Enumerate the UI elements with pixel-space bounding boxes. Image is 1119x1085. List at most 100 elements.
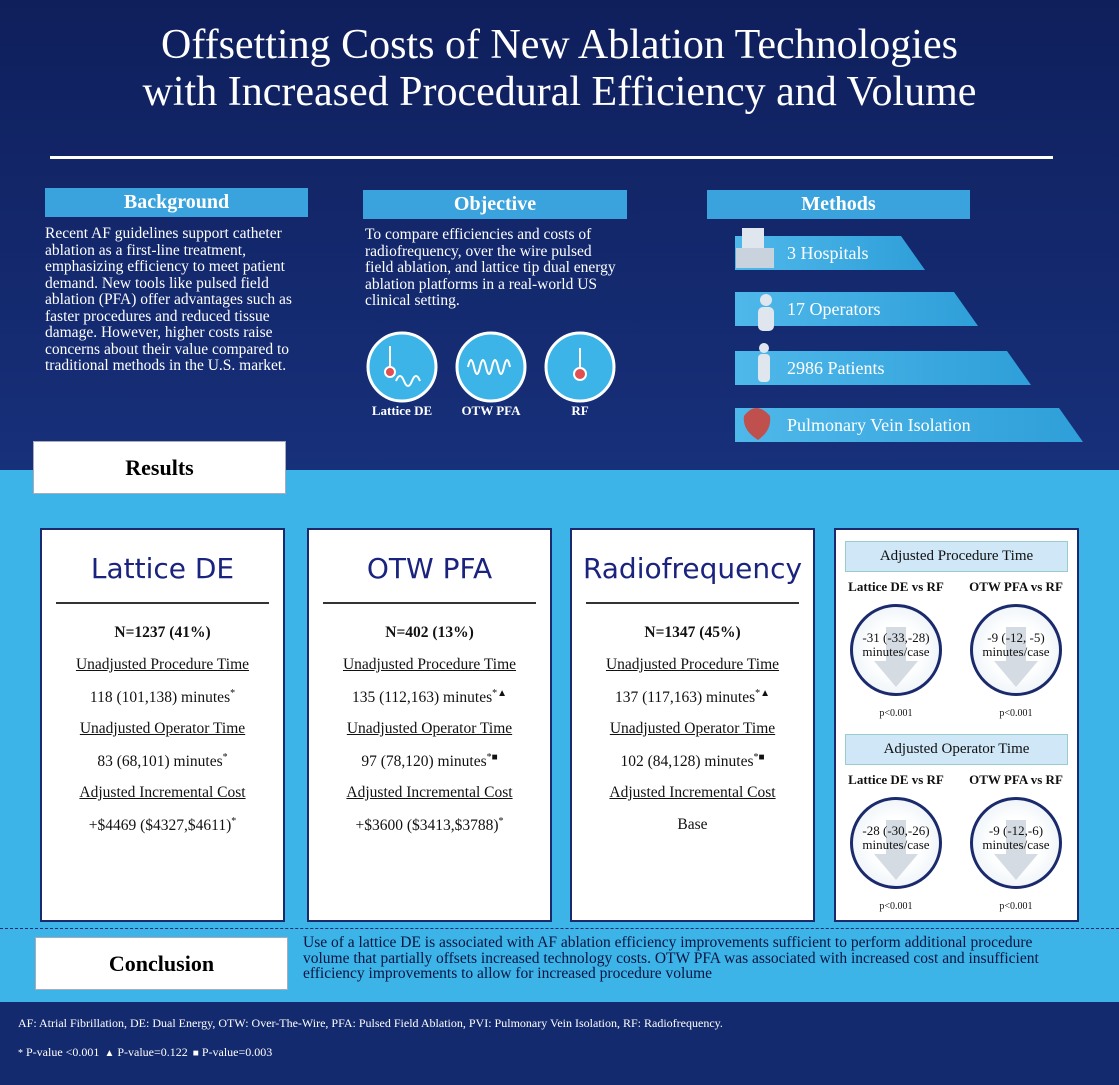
icon-label: Lattice DE <box>371 403 433 418</box>
card-rule <box>323 602 536 604</box>
value: +$3600 ($3413,$3788) <box>355 817 499 835</box>
icons <box>366 331 616 403</box>
row-value: +$4469 ($4327,$4611)* <box>42 816 283 835</box>
comparison-value: -31 (-33,-28) <box>862 630 930 645</box>
rule <box>50 156 1053 159</box>
row-value: 137 (117,163) minutes*▲ <box>572 688 813 707</box>
row-value: 135 (112,163) minutes*▲ <box>309 688 550 707</box>
title-line: Offsetting Costs of New Ablation Technol… <box>161 22 958 68</box>
row-label: Unadjusted Operator Time <box>346 720 513 737</box>
value: 137 (117,163) minutes <box>614 689 756 707</box>
card-title: Lattice DE <box>90 552 235 585</box>
card-rule <box>56 602 269 604</box>
objective-text: To compare efficiencies and costs of rad… <box>365 226 616 309</box>
pvalue-text: P-value=0.122 <box>117 1045 188 1059</box>
p-value: p<0.001 <box>879 901 913 912</box>
comparison-unit: minutes/case <box>862 837 930 852</box>
pvalue-text: P-value <0.001 <box>26 1045 100 1059</box>
value: 102 (84,128) minutes <box>620 753 754 771</box>
section-heading: Conclusion <box>35 937 288 990</box>
significance-mark: * <box>231 816 237 827</box>
comparison-unit: minutes/case <box>862 644 930 659</box>
row-label: Unadjusted Procedure Time <box>605 656 780 673</box>
background-text: Recent AF guidelines support catheter ab… <box>45 225 292 374</box>
method-item: 17 Operators <box>735 292 978 326</box>
comparison-value: -28 (-30,-26) <box>862 823 930 838</box>
significance-mark: *■ <box>753 752 765 763</box>
card-n: N=1347 (45%) <box>644 624 741 641</box>
adjusted-title: Adjusted Operator Time <box>845 734 1068 765</box>
row-label: Adjusted Incremental Cost <box>346 784 513 801</box>
p-value: p<0.001 <box>879 708 913 719</box>
pvalue-symbol: * <box>18 1048 23 1059</box>
row-label: Unadjusted Operator Time <box>79 720 246 737</box>
row-value: 83 (68,101) minutes* <box>42 752 283 771</box>
row-value: Base <box>572 816 813 834</box>
row-value: 102 (84,128) minutes*■ <box>572 752 813 771</box>
row-label: Unadjusted Procedure Time <box>342 656 517 673</box>
row-label: Adjusted Incremental Cost <box>609 784 776 801</box>
row-label: Unadjusted Operator Time <box>609 720 776 737</box>
value: Base <box>677 816 708 833</box>
row-label: Unadjusted Procedure Time <box>75 656 250 673</box>
significance-mark: * <box>498 816 504 827</box>
footer-bg <box>0 1002 1119 1085</box>
down-arrow <box>874 627 918 687</box>
adjusted-title: Adjusted Procedure Time <box>845 541 1068 572</box>
section-heading: Results <box>33 441 286 494</box>
card-title: Radiofrequency <box>582 552 803 585</box>
comparison-label: OTW PFA vs RF <box>969 579 1063 594</box>
value: 135 (112,163) minutes <box>351 689 493 707</box>
divider <box>0 928 1119 929</box>
down-arrow <box>994 820 1038 880</box>
value: +$4469 ($4327,$4611) <box>88 817 232 835</box>
result-card: OTW PFA N=402 (13%) Unadjusted Procedure T… <box>307 528 552 922</box>
comparison-label: Lattice DE vs RF <box>848 579 944 594</box>
pvalue-symbol: ▲ <box>104 1048 115 1059</box>
row-value: 118 (101,138) minutes* <box>42 688 283 707</box>
comparison-label: OTW PFA vs RF <box>969 772 1063 787</box>
section-heading: Objective <box>363 190 627 219</box>
result-circle: -9 (-12, -5) minutes/case <box>970 604 1062 696</box>
row-label: Adjusted Incremental Cost <box>79 784 246 801</box>
abbreviations: AF: Atrial Fibrillation, DE: Dual Energy… <box>18 1016 723 1030</box>
value: 97 (78,120) minutes <box>361 753 487 771</box>
icon-label: OTW PFA <box>461 403 521 418</box>
result-card: Lattice DE N=1237 (41%) Unadjusted Procedu… <box>40 528 285 922</box>
significance-mark: *■ <box>486 752 498 763</box>
method-item: 2986 Patients <box>735 351 1031 385</box>
method-item: Pulmonary Vein Isolation <box>735 408 1083 442</box>
pvalue-text: P-value=0.003 <box>201 1045 273 1059</box>
significance-mark: * <box>222 752 228 763</box>
comparison-value: -9 (-12, -5) <box>987 630 1045 645</box>
down-arrow <box>874 820 918 880</box>
icon-label: RF <box>571 403 589 418</box>
row-value: +$3600 ($3413,$3788)* <box>309 816 550 835</box>
pvalue-legend: * P-value <0.001 ▲ P-value=0.122 ■ P-value=0.… <box>18 1045 277 1060</box>
card-title: OTW PFA <box>366 552 493 585</box>
comparison-label: Lattice DE vs RF <box>848 772 944 787</box>
significance-mark: *▲ <box>492 688 508 699</box>
title-line: with Increased Procedural Efficiency and… <box>142 69 977 115</box>
comparison-unit: minutes/case <box>982 644 1050 659</box>
card-n: N=402 (13%) <box>385 624 474 641</box>
result-circle: -9 (-12,-6) minutes/case <box>970 797 1062 889</box>
card-n: N=1237 (41%) <box>114 624 211 641</box>
conclusion-text: Use of a lattice DE is associated with A… <box>303 934 1039 982</box>
result-card: Radiofrequency N=1347 (45%) Unadjusted Pro… <box>570 528 815 922</box>
value: 83 (68,101) minutes <box>97 753 223 771</box>
down-arrow <box>994 627 1038 687</box>
card-rule <box>586 602 799 604</box>
method-icons <box>736 228 774 440</box>
section-heading: Background <box>45 188 308 217</box>
significance-mark: *▲ <box>755 688 771 699</box>
comparison-unit: minutes/case <box>982 837 1050 852</box>
comparison-value: -9 (-12,-6) <box>988 823 1044 838</box>
significance-mark: * <box>230 688 236 699</box>
row-value: 97 (78,120) minutes*■ <box>309 752 550 771</box>
p-value: p<0.001 <box>999 901 1033 912</box>
pvalue-symbol: ■ <box>192 1048 199 1059</box>
section-heading: Methods <box>707 190 970 219</box>
p-value: p<0.001 <box>999 708 1033 719</box>
